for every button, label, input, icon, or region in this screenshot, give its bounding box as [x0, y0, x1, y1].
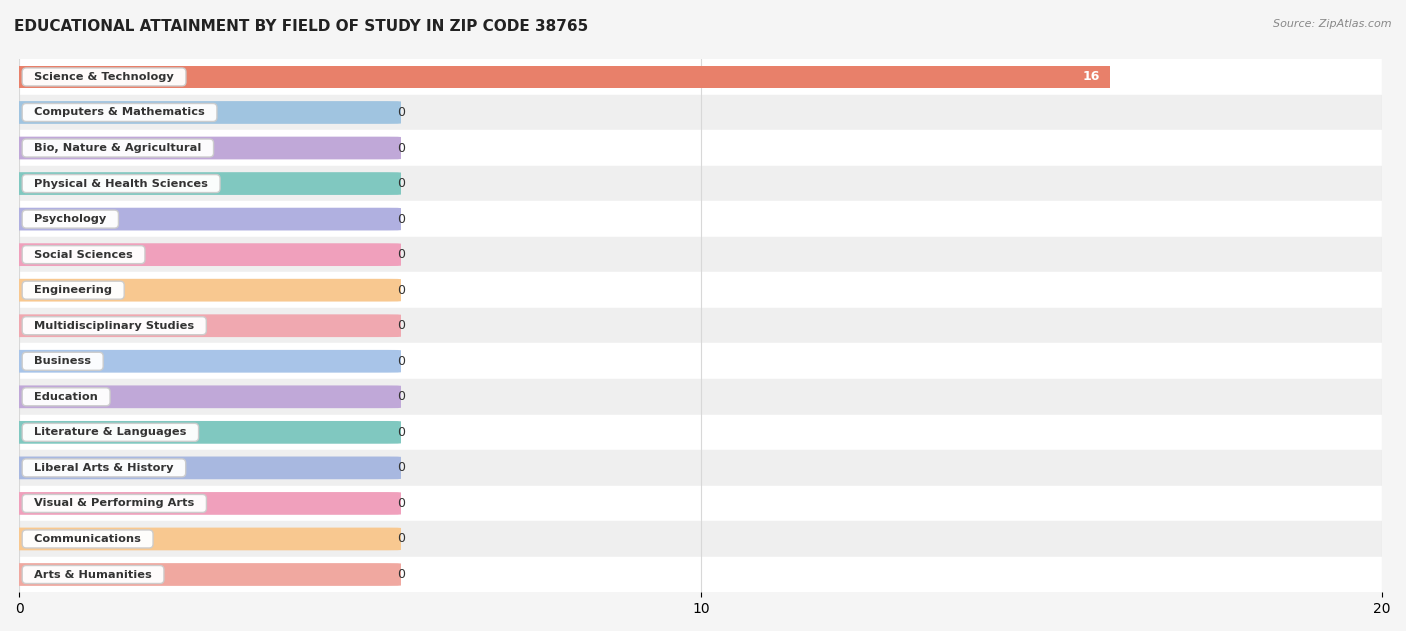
- Bar: [20, 59, 1382, 95]
- FancyBboxPatch shape: [6, 314, 401, 337]
- Text: 0: 0: [394, 461, 406, 475]
- Bar: [20, 557, 1382, 593]
- Bar: [20, 415, 1382, 450]
- Bar: [20, 273, 1382, 308]
- Bar: [20, 66, 1109, 88]
- Text: 0: 0: [394, 568, 406, 581]
- FancyBboxPatch shape: [6, 279, 401, 302]
- Bar: [20, 130, 1382, 166]
- Bar: [20, 379, 1382, 415]
- Bar: [20, 486, 1382, 521]
- Text: Science & Technology: Science & Technology: [27, 72, 181, 82]
- Text: Social Sciences: Social Sciences: [27, 250, 141, 259]
- FancyBboxPatch shape: [6, 456, 401, 480]
- Text: 0: 0: [394, 497, 406, 510]
- FancyBboxPatch shape: [6, 137, 401, 160]
- FancyBboxPatch shape: [6, 492, 401, 515]
- FancyBboxPatch shape: [6, 172, 401, 195]
- Bar: [20, 450, 1382, 486]
- Text: Bio, Nature & Agricultural: Bio, Nature & Agricultural: [27, 143, 209, 153]
- FancyBboxPatch shape: [6, 421, 401, 444]
- Text: Liberal Arts & History: Liberal Arts & History: [27, 463, 181, 473]
- Text: 0: 0: [394, 391, 406, 403]
- Text: Literature & Languages: Literature & Languages: [27, 427, 194, 437]
- Text: EDUCATIONAL ATTAINMENT BY FIELD OF STUDY IN ZIP CODE 38765: EDUCATIONAL ATTAINMENT BY FIELD OF STUDY…: [14, 19, 588, 34]
- Text: Computers & Mathematics: Computers & Mathematics: [27, 107, 212, 117]
- Text: 0: 0: [394, 106, 406, 119]
- Bar: [20, 201, 1382, 237]
- Bar: [20, 166, 1382, 201]
- Text: 0: 0: [394, 213, 406, 226]
- FancyBboxPatch shape: [6, 386, 401, 408]
- FancyBboxPatch shape: [6, 563, 401, 586]
- Text: Education: Education: [27, 392, 105, 402]
- Bar: [20, 521, 1382, 557]
- Text: 0: 0: [394, 248, 406, 261]
- Bar: [20, 95, 1382, 130]
- FancyBboxPatch shape: [6, 101, 401, 124]
- Text: 0: 0: [394, 284, 406, 297]
- Bar: [20, 308, 1382, 343]
- Text: 0: 0: [394, 533, 406, 545]
- FancyBboxPatch shape: [6, 528, 401, 550]
- Bar: [20, 343, 1382, 379]
- Text: Communications: Communications: [27, 534, 149, 544]
- Text: 16: 16: [1083, 71, 1099, 83]
- Text: Arts & Humanities: Arts & Humanities: [27, 570, 160, 579]
- Text: Source: ZipAtlas.com: Source: ZipAtlas.com: [1274, 19, 1392, 29]
- Text: 0: 0: [394, 141, 406, 155]
- FancyBboxPatch shape: [6, 350, 401, 373]
- Text: Psychology: Psychology: [27, 214, 114, 224]
- Bar: [20, 237, 1382, 273]
- Text: Physical & Health Sciences: Physical & Health Sciences: [27, 179, 217, 189]
- Text: 0: 0: [394, 426, 406, 439]
- Text: Visual & Performing Arts: Visual & Performing Arts: [27, 498, 202, 509]
- Text: 0: 0: [394, 177, 406, 190]
- Text: Engineering: Engineering: [27, 285, 120, 295]
- Text: Multidisciplinary Studies: Multidisciplinary Studies: [27, 321, 202, 331]
- Text: 0: 0: [394, 319, 406, 333]
- Text: 0: 0: [394, 355, 406, 368]
- FancyBboxPatch shape: [6, 244, 401, 266]
- Text: Business: Business: [27, 357, 100, 366]
- FancyBboxPatch shape: [6, 208, 401, 230]
